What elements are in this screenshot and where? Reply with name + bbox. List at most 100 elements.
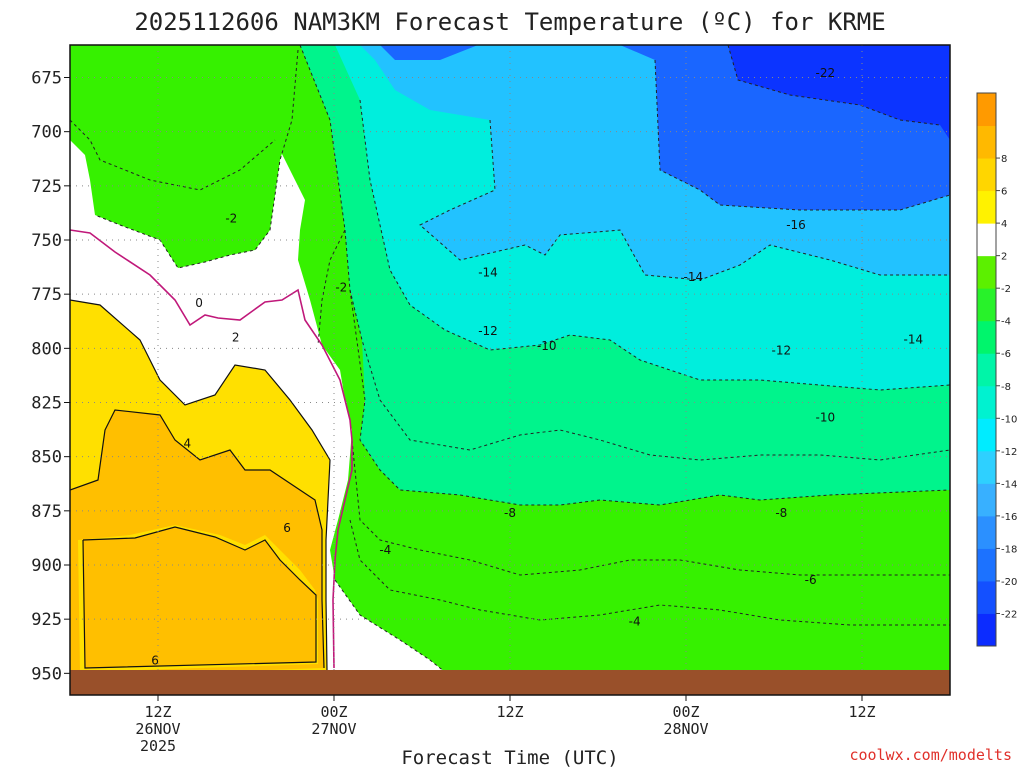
contour-line (334, 579, 446, 673)
colorbar-segment (977, 288, 996, 322)
colorbar-label: -20 (1001, 577, 1017, 588)
x-tick-label: 12Z (848, 703, 875, 721)
plot-fill-layer (70, 45, 950, 695)
colorbar-segment (977, 158, 996, 192)
colorbar-segment (977, 353, 996, 387)
contour-line (359, 99, 950, 391)
contour-line (70, 409, 325, 669)
contour-line (299, 45, 346, 346)
colorbar-segment (977, 613, 996, 647)
x-tick-label: 00Z (672, 703, 699, 721)
colorbar-segment (977, 385, 996, 419)
y-tick-label: 750 (31, 231, 62, 251)
colorbar-segment (977, 450, 996, 484)
field-region (70, 45, 300, 268)
credit-link[interactable]: coolwx.com/modelts (849, 746, 1012, 764)
x-tick-label: 12Z (144, 703, 171, 721)
contour-line (70, 119, 276, 191)
colorbar-label: -18 (1001, 544, 1017, 555)
contour-label: 6 (151, 653, 159, 667)
field-region (70, 163, 298, 320)
contour-label: -16 (786, 218, 806, 232)
contour-label: -2 (335, 281, 347, 295)
contour-line (344, 229, 950, 461)
y-axis: 675 700 725 750 775 800 825 850 875 900 925 950 (31, 69, 70, 684)
colorbar-label: 6 (1001, 187, 1007, 198)
contour-label: 0 (195, 296, 203, 310)
colorbar-label: -8 (1001, 382, 1011, 393)
y-tick-label: 675 (31, 69, 62, 89)
colorbar-label: -16 (1001, 512, 1017, 523)
contour-line (349, 519, 950, 626)
contour-label: 2 (232, 331, 240, 345)
colorbar-segment (977, 93, 996, 127)
contour-label: 4 (184, 437, 192, 451)
x-tick-label: 28NOV (663, 720, 708, 738)
contour-label: -10 (816, 411, 836, 425)
y-tick-label: 950 (31, 664, 62, 684)
y-tick-label: 900 (31, 556, 62, 576)
colorbar-frame (976, 92, 997, 647)
colorbar-label: -10 (1001, 414, 1017, 425)
x-axis-title: Forecast Time (UTC) (401, 747, 618, 768)
contour-label: -14 (684, 270, 704, 284)
contour-label: -12 (478, 324, 498, 338)
colorbar-label: -12 (1001, 447, 1017, 458)
contour-line (351, 439, 950, 576)
x-tick-label: 12Z (496, 703, 523, 721)
colorbar-segment (977, 580, 996, 614)
solid-contours (70, 299, 331, 671)
freezing-line (70, 229, 353, 669)
contour-label: -4 (629, 614, 641, 628)
colorbar-segment (977, 515, 996, 549)
field-region (83, 527, 316, 668)
chart-title: 2025112606 NAM3KM Forecast Temperature (… (134, 8, 885, 36)
x-tick-label: 27NOV (311, 720, 356, 738)
colorbar-segment (977, 223, 996, 257)
y-tick-label: 925 (31, 610, 62, 630)
y-tick-label: 800 (31, 339, 62, 359)
contour-line (419, 119, 950, 281)
contour-label: -8 (775, 506, 787, 520)
colorbar-label: 8 (1001, 154, 1007, 165)
contour-line (727, 45, 941, 126)
y-tick-label: 850 (31, 448, 62, 468)
y-tick-label: 875 (31, 502, 62, 522)
contour-label: -22 (816, 66, 836, 80)
colorbar-label: -4 (1001, 317, 1011, 328)
contour-label: -14 (478, 266, 498, 280)
colorbar-label: 2 (1001, 252, 1007, 263)
contour-label: -10 (537, 339, 557, 353)
colorbar-segment (977, 190, 996, 224)
y-tick-label: 700 (31, 123, 62, 143)
colorbar-label: 4 (1001, 219, 1007, 230)
contour-line (70, 299, 331, 671)
y-tick-label: 725 (31, 177, 62, 197)
contour-label: -4 (379, 543, 391, 557)
colorbar-segment (977, 125, 996, 159)
contour-line (82, 526, 317, 669)
colorbar-segment (977, 255, 996, 289)
colorbar-segment (977, 320, 996, 354)
contour-label: 6 (283, 521, 291, 535)
contour-labels-layer: -22-16-14 -14-14-12-12-10-10-8 -8-6-4-4-2-… (151, 66, 923, 667)
contour-label: -14 (904, 333, 924, 347)
y-tick-label: 825 (31, 394, 62, 414)
x-tick-label: 2025 (140, 737, 176, 755)
contour-label: -6 (805, 573, 817, 587)
grid (70, 45, 950, 695)
colorbar-segment (977, 418, 996, 452)
contour-label: -2 (225, 211, 237, 225)
x-tick-label: 26NOV (135, 720, 180, 738)
x-tick-label: 00Z (320, 703, 347, 721)
contour-line (349, 289, 950, 506)
colorbar-label: -6 (1001, 349, 1011, 360)
ground-terrain (70, 670, 950, 695)
colorbar-label: -2 (1001, 284, 1011, 295)
dashed-contours (70, 45, 950, 673)
colorbar-label: -22 (1001, 609, 1017, 620)
contour-label: -12 (772, 344, 792, 358)
